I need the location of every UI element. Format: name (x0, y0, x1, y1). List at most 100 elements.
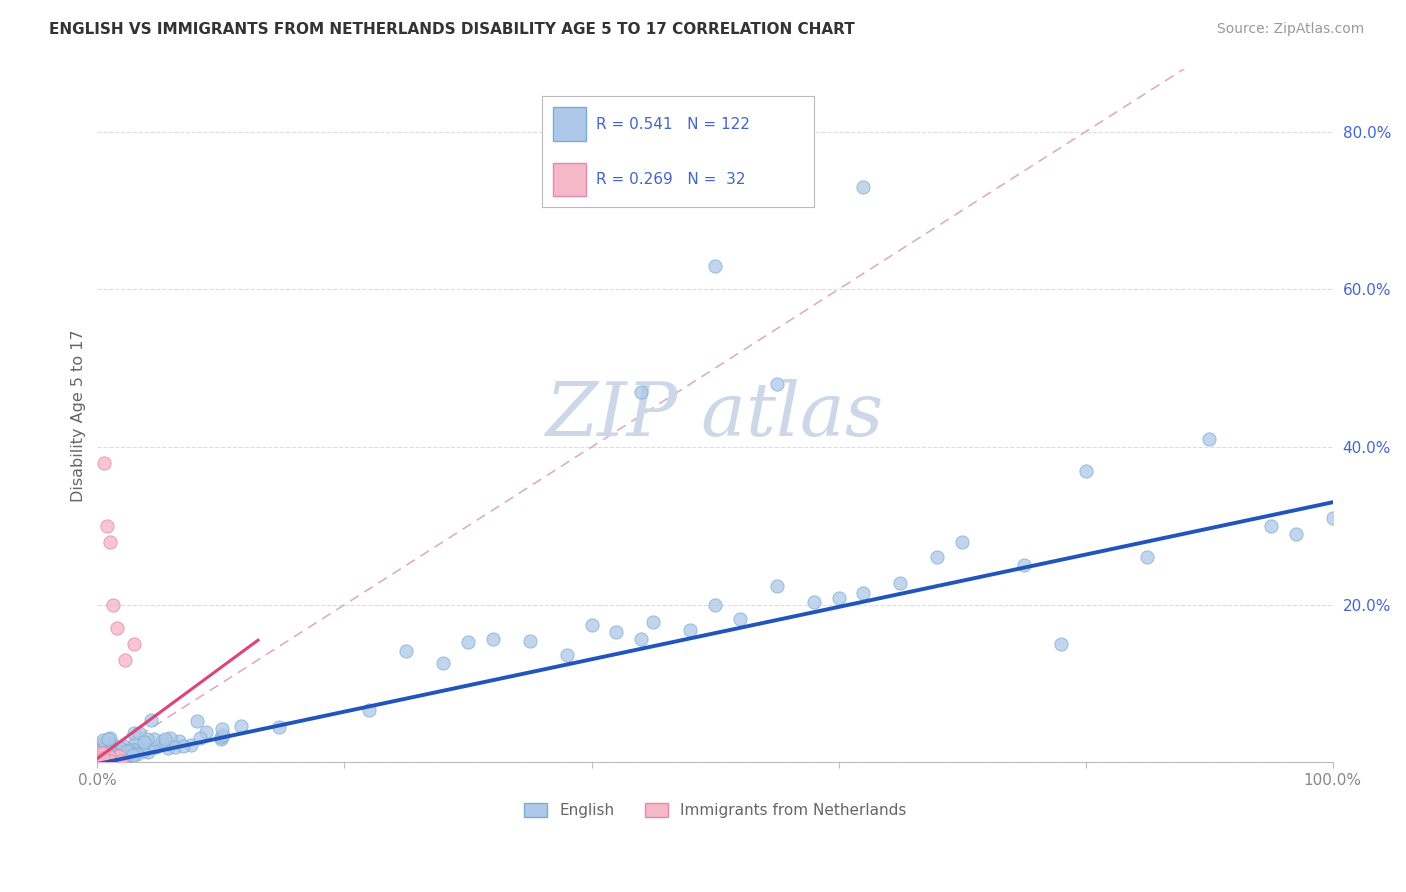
Point (143, 731, 166, 746)
Point (105, 621, 128, 635)
Point (117, 748, 139, 763)
Point (93, 753, 115, 767)
Point (89, 751, 111, 765)
Y-axis label: Disability Age 5 to 17: Disability Age 5 to 17 (72, 329, 86, 502)
Point (180, 738, 202, 752)
Point (101, 738, 124, 752)
Point (104, 748, 127, 763)
Point (105, 750, 128, 764)
Point (93, 753, 115, 767)
Point (124, 637, 146, 651)
Point (89, 747, 111, 761)
Point (89, 747, 111, 762)
Point (630, 384, 652, 399)
Point (91, 743, 114, 757)
Point (927, 550, 949, 565)
Point (630, 632, 652, 646)
Point (229, 719, 252, 733)
Point (104, 750, 127, 764)
Point (135, 739, 157, 753)
Point (89, 747, 111, 762)
Point (107, 749, 129, 764)
Point (108, 755, 131, 769)
Point (150, 734, 173, 748)
Point (101, 755, 124, 769)
Point (141, 713, 163, 727)
Point (766, 376, 789, 391)
Text: ZIP atlas: ZIP atlas (546, 379, 884, 451)
Point (89, 754, 111, 768)
Point (950, 534, 973, 549)
Point (110, 755, 132, 769)
Point (104, 751, 127, 765)
Point (112, 747, 135, 761)
Point (211, 728, 233, 742)
Point (1050, 637, 1073, 651)
Point (112, 739, 135, 753)
Point (91, 732, 114, 747)
Point (1012, 558, 1035, 573)
Point (145, 740, 167, 755)
Point (89, 754, 111, 768)
Text: ENGLISH VS IMMIGRANTS FROM NETHERLANDS DISABILITY AGE 5 TO 17 CORRELATION CHART: ENGLISH VS IMMIGRANTS FROM NETHERLANDS D… (49, 22, 855, 37)
Point (98, 744, 121, 758)
Point (104, 750, 127, 764)
Point (149, 738, 172, 752)
Point (98, 736, 121, 750)
Point (766, 579, 789, 593)
Point (115, 744, 138, 758)
Point (167, 733, 190, 747)
Point (91, 751, 114, 765)
Point (128, 726, 150, 740)
Point (1322, 511, 1344, 525)
Point (1198, 432, 1220, 446)
Point (94, 752, 117, 766)
Point (93, 748, 115, 763)
Point (91, 746, 114, 760)
Point (108, 747, 131, 761)
Point (90, 752, 112, 766)
Point (89, 754, 111, 768)
Point (267, 720, 290, 734)
Point (852, 179, 875, 194)
Point (89, 746, 111, 760)
Point (359, 703, 381, 717)
Point (432, 657, 454, 671)
Point (97, 732, 120, 747)
Point (104, 748, 127, 763)
Point (89, 752, 111, 766)
Point (132, 744, 155, 758)
Point (93, 746, 115, 760)
Point (1074, 464, 1097, 478)
Point (111, 749, 134, 764)
Point (728, 612, 751, 626)
Point (704, 598, 727, 612)
Point (156, 741, 179, 756)
Point (98, 731, 121, 746)
Point (121, 741, 143, 756)
Point (98, 754, 121, 768)
Point (115, 744, 138, 758)
Point (852, 586, 875, 600)
Point (679, 623, 702, 637)
Point (143, 740, 166, 755)
Point (89, 753, 111, 767)
Point (97, 745, 120, 759)
Point (87, 753, 110, 767)
Text: Source: ZipAtlas.com: Source: ZipAtlas.com (1216, 22, 1364, 37)
Point (121, 746, 143, 760)
Point (108, 745, 131, 759)
Point (91, 737, 114, 751)
Point (124, 745, 146, 759)
Point (115, 747, 138, 762)
Point (481, 632, 503, 647)
Point (96, 753, 118, 767)
Point (114, 653, 136, 667)
Point (98, 534, 121, 549)
Point (209, 731, 232, 746)
Point (555, 648, 578, 662)
Point (159, 731, 181, 745)
Point (172, 739, 194, 753)
Point (827, 591, 849, 605)
Point (89, 755, 111, 769)
